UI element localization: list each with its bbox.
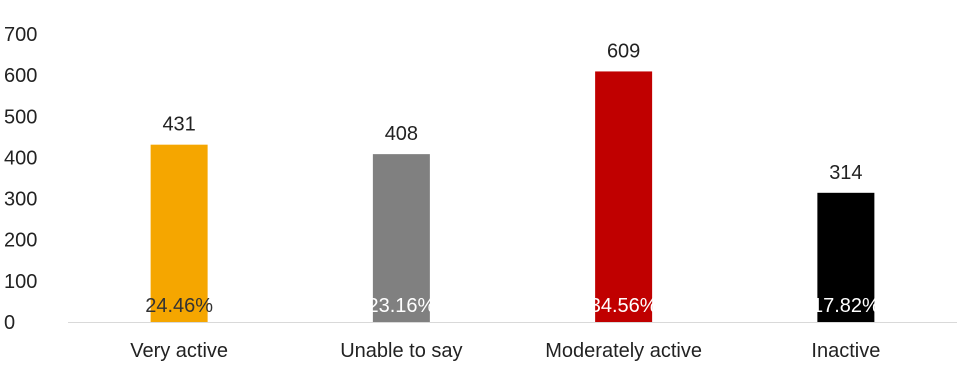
bar-series: 431 24.46% 408 23.16% 609 34.56% 314 17.82% (145, 40, 880, 322)
bar (150, 144, 208, 322)
percent-label: 17.82% (812, 295, 880, 317)
x-tick-label: Inactive (811, 340, 880, 362)
data-label: 408 (385, 123, 418, 145)
y-tick-label: 300 (4, 189, 37, 211)
data-label: 609 (607, 40, 640, 62)
percent-label: 34.56% (590, 295, 658, 317)
x-tick-label: Unable to say (340, 340, 462, 362)
y-tick-label: 600 (4, 65, 37, 87)
y-tick-label: 0 (4, 312, 15, 334)
y-tick-label: 400 (4, 147, 37, 169)
x-axis: Very active Unable to say Moderately activ… (68, 322, 957, 362)
y-tick-label: 700 (4, 24, 37, 46)
y-tick-label: 500 (4, 106, 37, 128)
bar (817, 192, 875, 322)
y-tick-label: 200 (4, 230, 37, 252)
y-tick-label: 100 (4, 271, 37, 293)
x-tick-label: Moderately active (545, 340, 702, 362)
percent-label: 23.16% (367, 295, 435, 317)
y-axis: 0 100 200 300 400 500 600 700 (4, 24, 37, 334)
x-tick-label: Very active (130, 340, 228, 362)
percent-label: 24.46% (145, 295, 213, 317)
bar (595, 71, 653, 322)
data-label: 314 (829, 162, 862, 184)
data-label: 431 (162, 114, 195, 136)
bar (372, 154, 430, 322)
